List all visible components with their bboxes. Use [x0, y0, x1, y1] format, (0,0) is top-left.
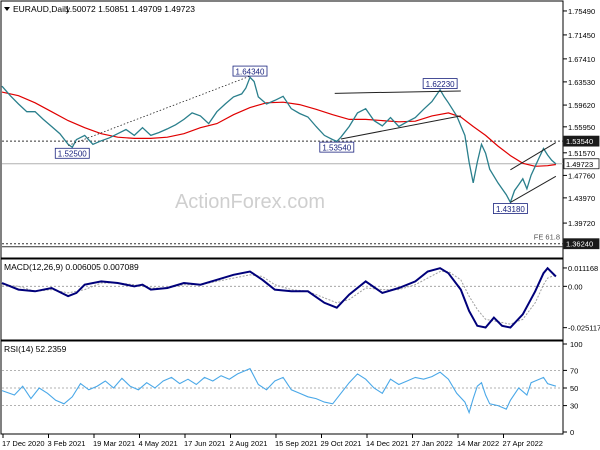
y-tick-label: 1.63530	[568, 78, 595, 87]
macd-tick-label: 0.011168	[568, 264, 598, 273]
rsi-tick-label: 70	[570, 366, 578, 375]
trendline	[340, 115, 461, 140]
rsi-tick-label: 30	[570, 402, 578, 411]
x-tick-label: 2 Aug 2021	[230, 439, 268, 448]
symbol-dropdown-icon[interactable]	[4, 7, 10, 11]
x-tick-label: 27 Apr 2022	[503, 439, 543, 448]
level-price-label: 1.36240	[566, 240, 593, 249]
rsi-tick-label: 100	[570, 340, 583, 349]
x-tick-label: 3 Feb 2021	[48, 439, 86, 448]
ohlc-values: 1.50072 1.50851 1.49709 1.49723	[65, 4, 195, 14]
macd-panel-frame	[0, 258, 564, 341]
x-tick-label: 19 Mar 2021	[93, 439, 135, 448]
trendline	[67, 75, 251, 146]
macd-layer	[1, 266, 563, 329]
y-tick-label: 1.47760	[568, 171, 595, 180]
level-price-box	[563, 158, 600, 170]
x-tick-label: 4 May 2021	[139, 439, 178, 448]
y-tick-label: 1.55950	[568, 123, 595, 132]
x-tick-label: 17 Dec 2020	[2, 439, 45, 448]
symbol-label: EURAUD,Daily	[13, 4, 71, 14]
y-tick-label: 1.59620	[568, 101, 595, 110]
x-tick-label: 17 Jun 2021	[184, 439, 225, 448]
x-tick-label: 29 Oct 2021	[321, 439, 362, 448]
macd-tick-label: 0.00	[568, 282, 583, 291]
x-tick-label: 14 Mar 2022	[457, 439, 499, 448]
y-tick-label: 1.71450	[568, 31, 595, 40]
annotation-box	[492, 203, 528, 214]
annotation-box	[54, 147, 90, 159]
level-price-label: 1.49723	[566, 160, 593, 169]
moving-average-line	[1, 91, 556, 167]
rsi-tick-label: 0	[570, 428, 574, 437]
y-tick-label: 1.39720	[568, 219, 595, 228]
y-tick-label: 1.75490	[568, 7, 595, 16]
annotation-label: 1.64340	[236, 67, 265, 76]
axis-layer: 1.75490 1.71450 1.67410 1.63530 1.59620 1.559…	[2, 7, 600, 448]
x-tick-label: 15 Sep 2021	[275, 439, 318, 448]
trendline	[510, 142, 557, 171]
trendline	[510, 175, 557, 203]
trendline	[334, 90, 461, 94]
annotation-box	[319, 141, 355, 153]
price-line	[1, 76, 557, 205]
annotation-label: 1.62230	[426, 80, 455, 89]
rsi-tick-label: 50	[570, 384, 578, 393]
x-tick-label: 27 Jan 2022	[412, 439, 453, 448]
y-tick-label: 1.51570	[568, 149, 595, 158]
level-price-box	[563, 135, 600, 147]
macd-tick-label: -0.025117	[568, 324, 600, 333]
level-price-box	[563, 238, 600, 250]
annotation-label: 1.52500	[58, 150, 87, 159]
rsi-line	[1, 367, 557, 415]
rsi-label: RSI(14) 52.2359	[4, 344, 67, 354]
annotation-label: 1.43180	[496, 205, 525, 214]
annotation-box	[232, 65, 268, 77]
macd-line	[1, 266, 557, 329]
annotation-box	[422, 78, 458, 89]
y-tick-label: 1.43970	[568, 194, 595, 203]
x-tick-label: 14 Dec 2021	[366, 439, 409, 448]
fe-level-note: FE 61.8	[534, 233, 560, 242]
watermark-text: ActionForex.com	[175, 191, 325, 213]
annotation-label: 1.53540	[322, 143, 351, 152]
price-panel-frame	[0, 0, 564, 259]
rsi-layer	[1, 367, 563, 415]
level-price-label: 1.53540	[566, 137, 593, 146]
macd-label: MACD(12,26,9) 0.006005 0.007089	[4, 262, 139, 272]
y-tick-label: 1.67410	[568, 55, 595, 64]
price-layer: FE 61.8 1.52500 1.64340 1.53540 1.62230 1.431…	[1, 65, 563, 248]
